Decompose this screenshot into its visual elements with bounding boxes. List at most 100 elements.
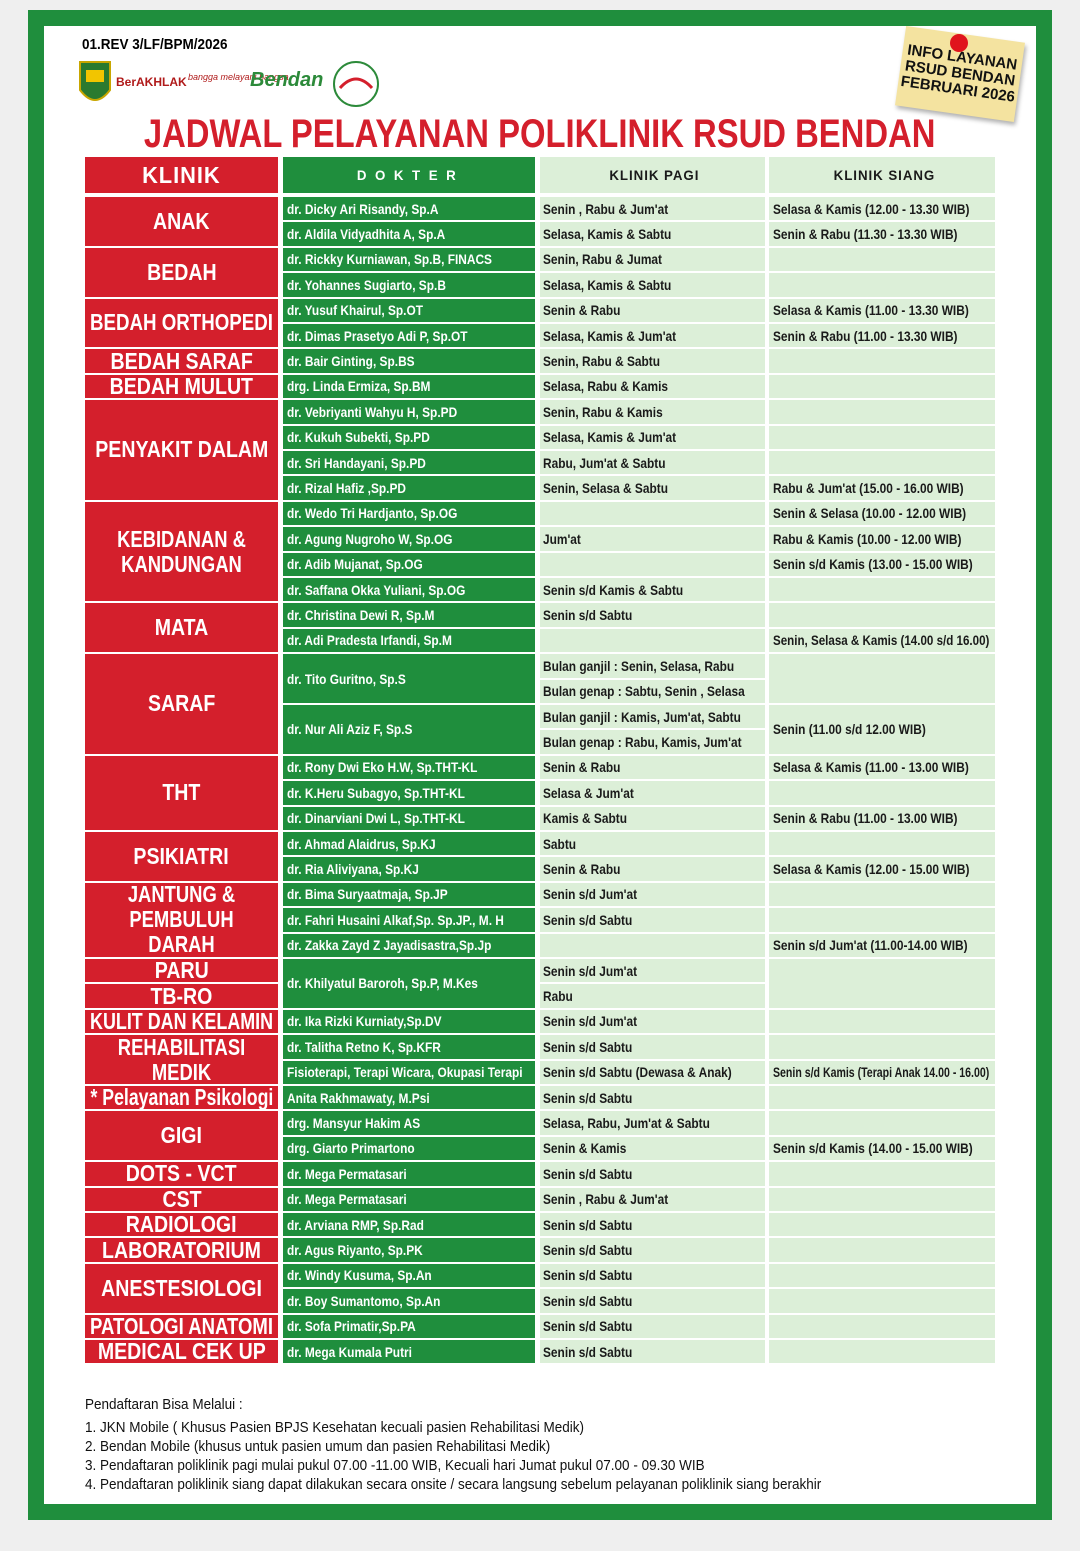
morning-schedule: Rabu	[540, 984, 765, 1008]
doctor: drg. Giarto Primartono	[283, 1136, 535, 1161]
afternoon-schedule	[769, 1289, 995, 1313]
morning-schedule-text: Selasa, Kamis & Sabtu	[543, 276, 672, 293]
doctor-text: dr. Yohannes Sugiarto, Sp.B	[287, 276, 446, 293]
afternoon-schedule: Senin & Rabu (11.00 - 13.00 WIB)	[769, 806, 995, 830]
morning-schedule: Senin, Rabu & Kamis	[540, 400, 765, 424]
clinic-name-text: PARU	[154, 959, 209, 983]
morning-schedule: Senin & Rabu	[540, 857, 765, 881]
clinic-name: GIGI	[85, 1111, 278, 1161]
afternoon-schedule: Senin s/d Kamis (Terapi Anak 14.00 - 16.…	[769, 1060, 995, 1084]
clinic-name: DOTS - VCT	[85, 1162, 278, 1186]
logo-text: bangga melayani bangsa	[188, 72, 289, 82]
doctor: dr. Dimas Prasetyo Adi P, Sp.OT	[283, 324, 535, 348]
column-header-text: KLINIK SIANG	[833, 167, 935, 183]
morning-schedule: Senin s/d Sabtu	[540, 1035, 765, 1059]
afternoon-schedule	[769, 374, 995, 399]
pin	[950, 34, 968, 52]
doctor-text: dr. Tito Guritno, Sp.S	[287, 670, 406, 687]
afternoon-schedule	[769, 882, 995, 907]
footer-text: Pendaftaran Bisa Melalui :	[85, 1396, 243, 1413]
afternoon-schedule: Senin s/d Jum'at (11.00-14.00 WIB)	[769, 933, 995, 957]
afternoon-schedule: Senin, Selasa & Kamis (14.00 s/d 16.00)	[769, 628, 995, 653]
morning-schedule: Senin s/d Sabtu	[540, 1263, 765, 1288]
morning-schedule: Senin s/d Sabtu (Dewasa & Anak)	[540, 1060, 765, 1084]
morning-schedule: Selasa, Kamis & Sabtu	[540, 222, 765, 246]
doctor-text: dr. Bima Suryaatmaja, Sp.JP	[287, 886, 448, 903]
doctor: dr. Arviana RMP, Sp.Rad	[283, 1213, 535, 1237]
morning-schedule: Selasa, Kamis & Jum'at	[540, 324, 765, 348]
doctor-text: dr. Nur Ali Aziz F, Sp.S	[287, 721, 413, 738]
doctor-text: dr. Ika Rizki Kurniaty,Sp.DV	[287, 1013, 442, 1030]
morning-schedule: Senin & Rabu	[540, 298, 765, 322]
doctor: Fisioterapi, Terapi Wicara, Okupasi Tera…	[283, 1060, 535, 1084]
doctor-text: drg. Giarto Primartono	[287, 1140, 415, 1157]
doctor: dr. Kukuh Subekti, Sp.PD	[283, 425, 535, 449]
afternoon-schedule	[769, 1111, 995, 1135]
clinic-name-text: JANTUNG & PEMBULUH DARAH	[127, 882, 236, 957]
morning-schedule-text: Senin s/d Jum'at	[543, 1013, 638, 1030]
doctor-text: dr. Agus Riyanto, Sp.PK	[287, 1242, 423, 1259]
morning-schedule-text: Senin , Rabu & Jum'at	[543, 1191, 669, 1208]
morning-schedule-text: Senin s/d Sabtu	[543, 1038, 633, 1055]
morning-schedule: Senin , Rabu & Jum'at	[540, 197, 765, 221]
morning-schedule-text: Selasa, Rabu, Jum'at & Sabtu	[543, 1115, 710, 1132]
morning-schedule: Senin s/d Jum'at	[540, 1009, 765, 1034]
afternoon-schedule-text: Selasa & Kamis (12.00 - 13.30 WIB)	[773, 200, 970, 217]
morning-schedule: Jum'at	[540, 527, 765, 551]
doctor: dr. Rizal Hafiz ,Sp.PD	[283, 476, 535, 500]
morning-schedule: Selasa, Kamis & Jum'at	[540, 425, 765, 449]
morning-schedule: Selasa & Jum'at	[540, 781, 765, 805]
doctor: dr. Agung Nugroho W, Sp.OG	[283, 527, 535, 551]
doctor: dr. Boy Sumantomo, Sp.An	[283, 1289, 535, 1313]
morning-schedule: Selasa, Rabu & Kamis	[540, 374, 765, 399]
doctor-text: dr. Khilyatul Baroroh, Sp.P, M.Kes	[287, 975, 478, 992]
morning-schedule-text: Senin s/d Sabtu	[543, 1343, 633, 1360]
clinic-name: BEDAH ORTHOPEDI	[85, 298, 278, 348]
morning-schedule-text: Senin s/d Jum'at	[543, 962, 638, 979]
afternoon-schedule	[769, 1187, 995, 1211]
logo-text: BerAKHLAK	[116, 75, 187, 89]
afternoon-schedule: Rabu & Jum'at (15.00 - 16.00 WIB)	[769, 476, 995, 500]
footer-text: 3. Pendaftaran poliklinik pagi mulai puk…	[85, 1457, 705, 1474]
morning-schedule-text: Bulan genap : Sabtu, Senin , Selasa	[543, 683, 745, 700]
morning-schedule-text: Rabu	[543, 988, 573, 1005]
morning-schedule-text: Senin s/d Kamis & Sabtu	[543, 581, 684, 598]
morning-schedule-text: Senin, Selasa & Sabtu	[543, 480, 669, 497]
afternoon-schedule: Senin s/d Kamis (13.00 - 15.00 WIB)	[769, 552, 995, 576]
footer-text: 1. JKN Mobile ( Khusus Pasien BPJS Keseh…	[85, 1419, 585, 1436]
doctor: dr. Sri Handayani, Sp.PD	[283, 451, 535, 475]
doctor-text: dr. Yusuf Khairul, Sp.OT	[287, 302, 423, 319]
clinic-name: KEBIDANAN & KANDUNGAN	[85, 501, 278, 602]
doctor: dr. Adib Mujanat, Sp.OG	[283, 552, 535, 576]
clinic-name: KULIT DAN KELAMIN	[85, 1009, 278, 1034]
clinic-name-text: REHABILITASI MEDIK	[117, 1035, 246, 1084]
morning-schedule: Sabtu	[540, 832, 765, 856]
doctor-text: dr. Ahmad Alaidrus, Sp.KJ	[287, 835, 436, 852]
afternoon-schedule: Senin & Rabu (11.30 - 13.30 WIB)	[769, 222, 995, 246]
morning-schedule: Senin, Selasa & Sabtu	[540, 476, 765, 500]
doctor-text: dr. Talitha Retno K, Sp.KFR	[287, 1038, 441, 1055]
clinic-name: TB-RO	[85, 984, 278, 1008]
doctor: dr. Vebriyanti Wahyu H, Sp.PD	[283, 400, 535, 424]
clinic-name-text: ANESTESIOLOGI	[101, 1274, 262, 1301]
morning-schedule-text: Selasa, Kamis & Jum'at	[543, 327, 677, 344]
morning-schedule-text: Kamis & Sabtu	[543, 810, 627, 827]
shield-detail	[86, 70, 104, 82]
doctor: dr. Mega Kumala Putri	[283, 1340, 535, 1364]
round-logo	[333, 61, 379, 107]
afternoon-schedule-text: Rabu & Kamis (10.00 - 12.00 WIB)	[773, 530, 962, 547]
afternoon-schedule	[769, 1035, 995, 1059]
morning-schedule	[540, 933, 765, 957]
afternoon-schedule-text: Senin & Rabu (11.30 - 13.30 WIB)	[773, 226, 958, 243]
clinic-name: LABORATORIUM	[85, 1238, 278, 1262]
morning-schedule	[540, 628, 765, 653]
morning-schedule: Kamis & Sabtu	[540, 806, 765, 830]
morning-schedule-text: Bulan ganjil : Senin, Selasa, Rabu	[543, 657, 735, 674]
doctor-text: dr. Sofa Primatir,Sp.PA	[287, 1318, 416, 1335]
doctor-text: dr. Dinarviani Dwi L, Sp.THT-KL	[287, 810, 465, 827]
clinic-name-text: ANAK	[153, 207, 210, 234]
doctor-text: dr. Mega Kumala Putri	[287, 1343, 412, 1360]
doctor: dr. Rickky Kurniawan, Sp.B, FINACS	[283, 247, 535, 272]
afternoon-schedule	[769, 578, 995, 602]
afternoon-schedule: Senin (11.00 s/d 12.00 WIB)	[769, 705, 995, 754]
